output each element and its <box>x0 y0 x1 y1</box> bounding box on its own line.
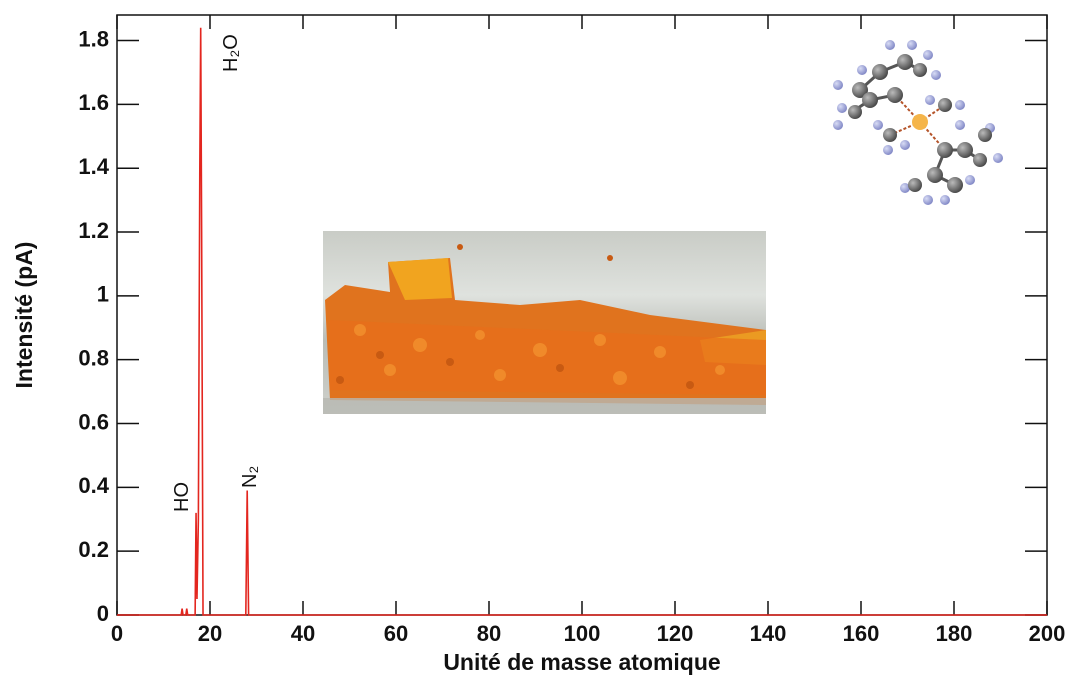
x-tick-label: 40 <box>291 621 315 646</box>
y-tick-label: 1.6 <box>78 90 109 115</box>
y-tick-label: 1.2 <box>78 218 109 243</box>
y-tick-label: 0.2 <box>78 537 109 562</box>
peak-annotation: N₂ <box>239 466 261 488</box>
peak-annotation: H₂O <box>220 34 242 72</box>
x-tick-label: 0 <box>111 621 123 646</box>
x-tick-label: 80 <box>477 621 501 646</box>
y-tick-label: 0 <box>97 601 109 626</box>
peak-annotation: HO <box>171 482 193 512</box>
x-tick-label: 20 <box>198 621 222 646</box>
spectrum-line <box>117 27 1047 616</box>
y-axis-title: Intensité (pA) <box>11 242 37 389</box>
y-tick-label: 0.8 <box>78 345 109 370</box>
x-tick-label: 140 <box>750 621 787 646</box>
y-tick-label: 1 <box>97 282 109 307</box>
x-tick-label: 100 <box>564 621 601 646</box>
y-tick-label: 1.8 <box>78 26 109 51</box>
y-tick-label: 1.4 <box>78 154 109 179</box>
y-tick-label: 0.4 <box>78 473 109 498</box>
x-tick-label: 180 <box>936 621 973 646</box>
x-tick-label: 120 <box>657 621 694 646</box>
x-tick-label: 200 <box>1029 621 1066 646</box>
photo <box>323 231 766 414</box>
x-tick-label: 60 <box>384 621 408 646</box>
x-axis-title: Unité de masse atomique <box>443 649 720 675</box>
x-tick-label: 160 <box>843 621 880 646</box>
y-tick-label: 0.6 <box>78 409 109 434</box>
molecule <box>833 40 1003 205</box>
